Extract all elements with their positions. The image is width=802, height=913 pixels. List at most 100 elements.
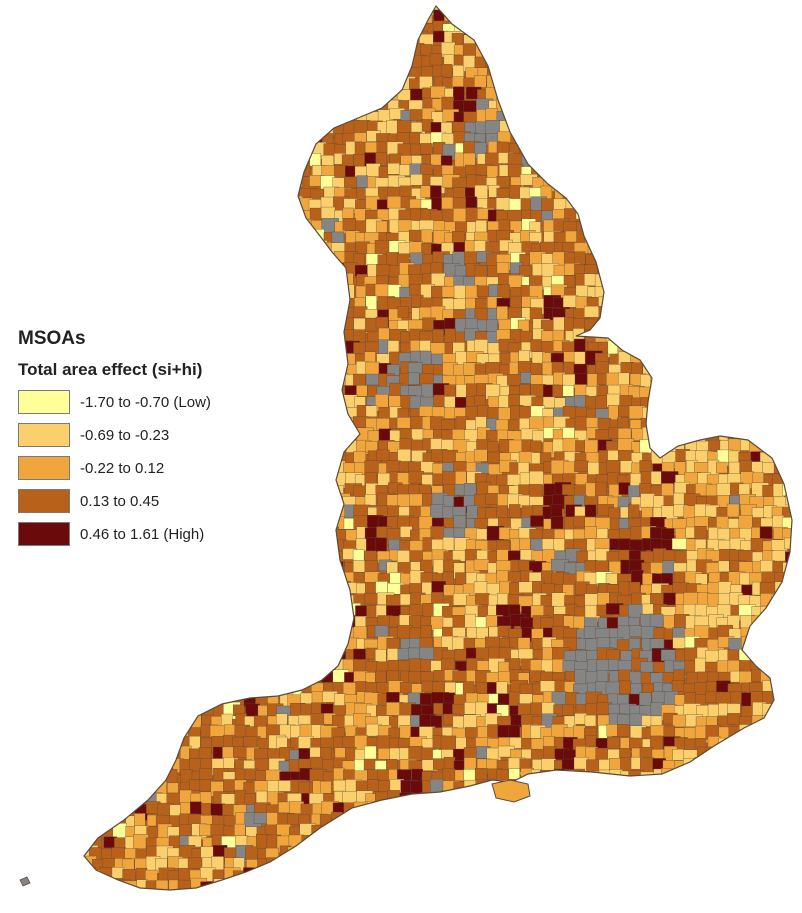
msoa-cell bbox=[520, 372, 532, 384]
msoa-cell bbox=[320, 361, 336, 375]
msoa-cell bbox=[287, 813, 301, 825]
msoa-cell bbox=[179, 241, 195, 256]
msoa-cell bbox=[320, 419, 339, 437]
msoa-cell bbox=[730, 308, 742, 326]
msoa-cell bbox=[773, 230, 789, 247]
msoa-cell bbox=[565, 77, 579, 94]
msoa-cell bbox=[143, 186, 158, 204]
msoa-cell bbox=[772, 364, 785, 382]
msoa-cell bbox=[739, 736, 751, 751]
msoa-cell bbox=[100, 287, 115, 299]
msoa-cell bbox=[243, 505, 261, 521]
msoa-cell bbox=[279, 397, 296, 411]
msoa-cell bbox=[145, 197, 158, 213]
msoa-cell bbox=[407, 20, 420, 38]
msoa-cell bbox=[760, 361, 777, 376]
msoa-cell bbox=[277, 416, 296, 430]
msoa-cell bbox=[597, 23, 609, 37]
msoa-cell bbox=[146, 613, 162, 627]
msoa-cell bbox=[301, 11, 315, 28]
msoa-cell bbox=[286, 496, 303, 511]
msoa-cell bbox=[652, 814, 665, 827]
msoa-cell bbox=[782, 759, 792, 775]
msoa-cell bbox=[166, 32, 182, 51]
msoa-cell bbox=[136, 781, 154, 796]
msoa-cell bbox=[761, 385, 774, 400]
msoa-cell bbox=[507, 22, 526, 37]
msoa-cell bbox=[741, 341, 756, 356]
msoa-cell bbox=[157, 659, 175, 673]
msoa-cell bbox=[319, 539, 336, 551]
msoa-cell bbox=[84, 185, 92, 200]
msoa-cell bbox=[136, 44, 148, 56]
msoa-cell bbox=[277, 329, 289, 344]
msoa-cell bbox=[762, 636, 780, 650]
msoa-cell bbox=[717, 218, 735, 235]
msoa-cell bbox=[375, 220, 388, 235]
msoa-cell bbox=[773, 44, 785, 59]
msoa-cell bbox=[476, 6, 491, 12]
msoa-cell bbox=[752, 384, 764, 398]
msoa-cell bbox=[84, 625, 90, 638]
msoa-cell bbox=[685, 240, 700, 259]
msoa-cell bbox=[673, 177, 686, 191]
msoa-cell bbox=[256, 8, 268, 24]
msoa-cell bbox=[718, 298, 732, 312]
msoa-cell bbox=[312, 428, 328, 446]
msoa-cell bbox=[706, 362, 723, 377]
msoa-cell bbox=[124, 44, 140, 62]
msoa-cell bbox=[741, 791, 760, 809]
msoa-cell bbox=[529, 781, 546, 797]
msoa-cell bbox=[783, 133, 792, 149]
msoa-cell bbox=[606, 88, 623, 106]
msoa-cell bbox=[309, 526, 328, 544]
msoa-cell bbox=[539, 143, 553, 157]
msoa-cell bbox=[222, 528, 239, 542]
msoa-cell bbox=[158, 736, 172, 754]
msoa-cell bbox=[222, 53, 237, 66]
msoa-cell bbox=[311, 64, 326, 78]
msoa-cell bbox=[223, 628, 240, 645]
msoa-cell bbox=[683, 221, 695, 239]
msoa-cell bbox=[276, 287, 293, 301]
msoa-cell bbox=[597, 175, 610, 193]
msoa-cell bbox=[103, 581, 121, 596]
msoa-cell bbox=[179, 196, 197, 209]
msoa-cell bbox=[784, 155, 792, 173]
msoa-cell bbox=[112, 241, 124, 259]
msoa-cell bbox=[210, 823, 225, 837]
msoa-cell bbox=[156, 162, 169, 177]
msoa-cell bbox=[574, 792, 590, 806]
msoa-cell bbox=[84, 616, 96, 635]
msoa-cell bbox=[320, 571, 338, 588]
msoa-cell bbox=[620, 219, 637, 232]
msoa-cell bbox=[551, 121, 563, 134]
msoa-cell bbox=[782, 781, 792, 799]
msoa-cell bbox=[353, 451, 366, 463]
msoa-cell bbox=[134, 77, 149, 91]
msoa-cell bbox=[266, 372, 284, 389]
msoa-cell bbox=[287, 472, 304, 484]
msoa-cell bbox=[521, 130, 535, 146]
msoa-cell bbox=[782, 451, 792, 470]
msoa-cell bbox=[630, 241, 643, 258]
msoa-cell bbox=[662, 197, 675, 211]
msoa-cell bbox=[630, 340, 647, 353]
msoa-cell bbox=[257, 682, 275, 698]
msoa-cell bbox=[573, 351, 586, 365]
msoa-cell bbox=[773, 77, 785, 95]
msoa-cell bbox=[739, 404, 751, 419]
msoa-cell bbox=[598, 188, 615, 204]
msoa-cell bbox=[189, 131, 204, 147]
msoa-cell bbox=[210, 163, 223, 178]
msoa-cell bbox=[441, 790, 456, 806]
msoa-cell bbox=[740, 284, 754, 297]
msoa-cell bbox=[738, 141, 754, 153]
msoa-cell bbox=[794, 362, 802, 379]
msoa-cell bbox=[707, 10, 726, 25]
msoa-cell bbox=[267, 305, 286, 324]
msoa-cell bbox=[576, 815, 593, 829]
msoa-cell bbox=[739, 724, 752, 738]
msoa-cell bbox=[642, 791, 660, 806]
msoa-cell bbox=[311, 824, 326, 843]
